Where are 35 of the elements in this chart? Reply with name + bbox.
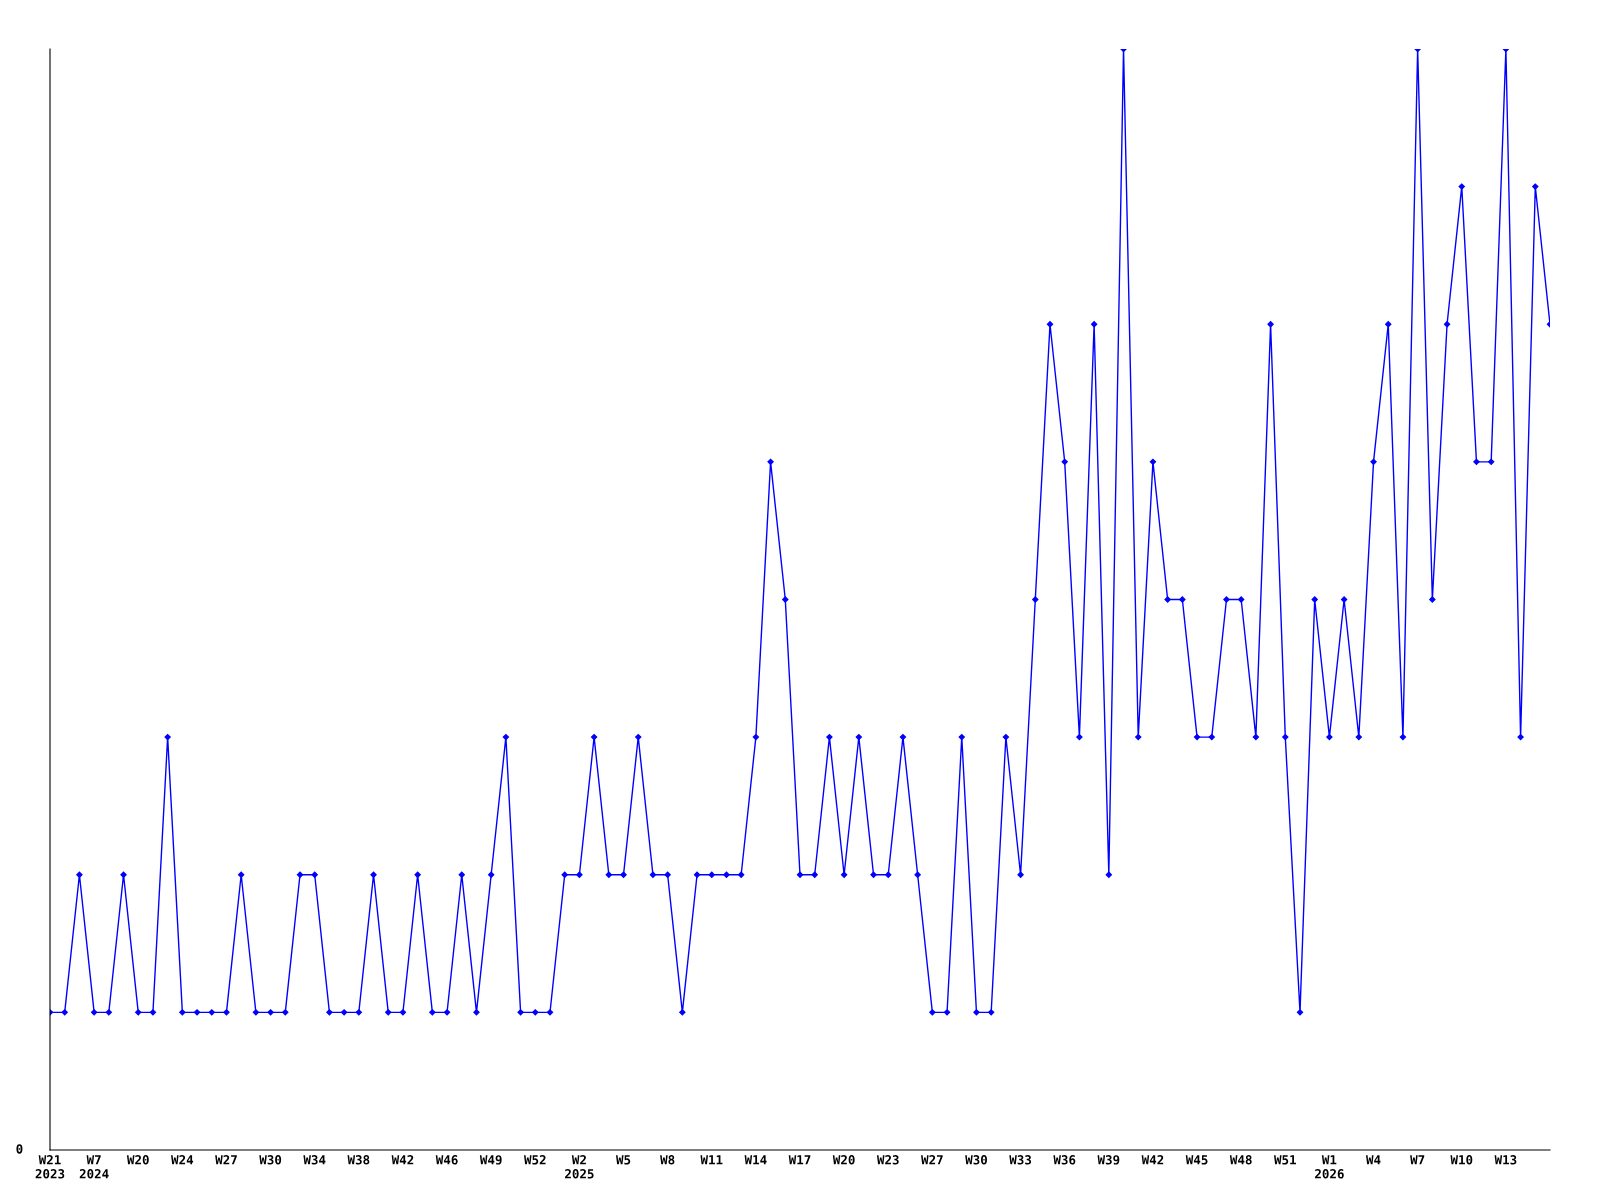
x-tick-label: W23 [876,1155,899,1165]
x-tick-label: W14 [744,1155,767,1165]
x-tick-label: W42 [1141,1155,1164,1165]
x-tick-label: W48 [1229,1155,1252,1165]
x-tick-label: W42 [391,1155,414,1165]
x-tick-label: W2 2025 [565,1155,594,1179]
x-tick-label: W27 [921,1155,943,1165]
x-tick-label: W7 [1410,1155,1425,1165]
x-tick-label: W24 [171,1155,194,1165]
x-tick-label: W30 [965,1155,988,1165]
x-tick-label: W30 [259,1155,282,1165]
x-tick-label: W8 [660,1155,675,1165]
x-tick-label: W5 [616,1155,631,1165]
x-tick-label: W49 [479,1155,502,1165]
x-tick-label: W51 [1274,1155,1296,1165]
x-tick-label: W52 [524,1155,546,1165]
x-tick-label: W39 [1097,1155,1120,1165]
x-tick-label: W34 [303,1155,326,1165]
x-tick-label: W36 [1053,1155,1076,1165]
x-tick-label: W38 [347,1155,370,1165]
x-tick-label: W7 2024 [79,1155,109,1179]
x-tick-label: W45 [1185,1155,1208,1165]
x-tick-label: W33 [1009,1155,1032,1165]
x-tick-label: W1 2026 [1315,1155,1344,1179]
text: 0 [16,1144,23,1154]
x-tick-label: W11 [700,1155,723,1165]
x-tick-label: W20 [832,1155,855,1165]
x-tick-label: W17 [788,1155,811,1165]
x-tick-label: W13 [1494,1155,1517,1165]
x-tick-label: W10 [1450,1155,1473,1165]
x-tick-label: W46 [435,1155,458,1165]
x-tick-label: W27 [215,1155,237,1165]
x-tick-label: W21 2023 [35,1155,65,1179]
x-tick-label: W4 [1366,1155,1381,1165]
x-tick-label: W20 [126,1155,149,1165]
